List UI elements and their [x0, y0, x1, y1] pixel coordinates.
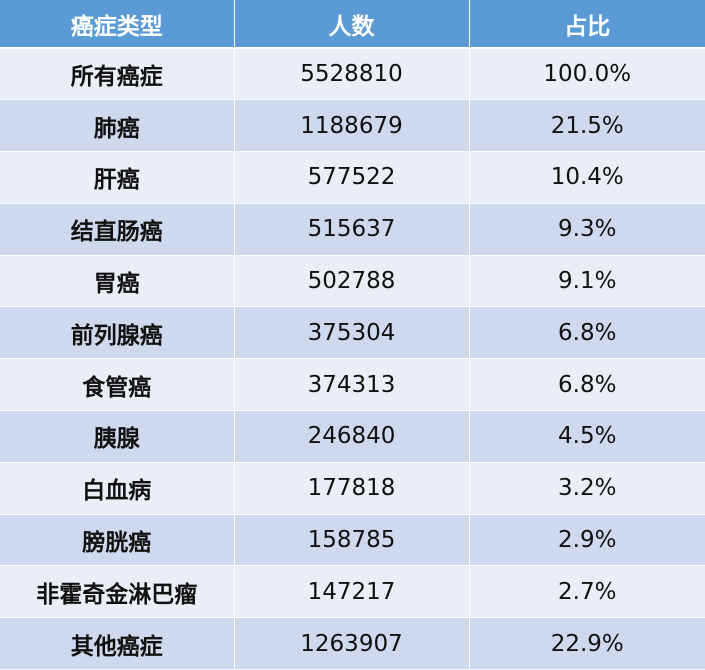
cell-count: 375304	[234, 306, 470, 360]
table-row: 肺癌 1188679 21.5%	[0, 99, 705, 153]
table-header-row: 癌症类型 人数 占比	[0, 0, 705, 49]
cell-cancer-type: 肝癌	[0, 151, 235, 204]
cell-count: 1263907	[234, 617, 470, 670]
cell-share: 10.4%	[469, 151, 705, 204]
cell-cancer-type: 胃癌	[0, 255, 235, 308]
cell-count: 1188679	[234, 99, 470, 153]
table-row: 所有癌症 5528810 100.0%	[0, 48, 705, 101]
table-row: 胃癌 502788 9.1%	[0, 255, 705, 308]
cell-count: 177818	[234, 462, 470, 515]
cell-cancer-type: 白血病	[0, 462, 235, 515]
cell-cancer-type: 膀胱癌	[0, 514, 235, 567]
cell-count: 246840	[234, 410, 470, 463]
header-share: 占比	[469, 0, 705, 49]
header-cancer-type: 癌症类型	[0, 0, 235, 49]
cell-cancer-type: 前列腺癌	[0, 306, 235, 360]
cell-count: 502788	[234, 255, 470, 308]
table-row: 非霍奇金淋巴瘤 147217 2.7%	[0, 565, 705, 619]
table-row: 胰腺 246840 4.5%	[0, 410, 705, 463]
cell-cancer-type: 食管癌	[0, 358, 235, 412]
cell-share: 6.8%	[469, 358, 705, 412]
cell-cancer-type: 非霍奇金淋巴瘤	[0, 565, 235, 619]
cell-share: 3.2%	[469, 462, 705, 515]
cell-share: 9.1%	[469, 255, 705, 308]
cell-count: 515637	[234, 203, 470, 256]
cell-cancer-type: 其他癌症	[0, 617, 235, 670]
table-row: 结直肠癌 515637 9.3%	[0, 203, 705, 256]
cell-count: 147217	[234, 565, 470, 619]
cell-count: 5528810	[234, 48, 470, 101]
header-count: 人数	[234, 0, 470, 49]
cell-count: 158785	[234, 514, 470, 567]
cell-count: 577522	[234, 151, 470, 204]
table-row: 白血病 177818 3.2%	[0, 462, 705, 515]
table-row: 肝癌 577522 10.4%	[0, 151, 705, 204]
cell-share: 9.3%	[469, 203, 705, 256]
cell-cancer-type: 结直肠癌	[0, 203, 235, 256]
cell-cancer-type: 肺癌	[0, 99, 235, 153]
cell-share: 4.5%	[469, 410, 705, 463]
cell-share: 21.5%	[469, 99, 705, 153]
cell-share: 22.9%	[469, 617, 705, 670]
cell-cancer-type: 所有癌症	[0, 48, 235, 101]
cell-share: 100.0%	[469, 48, 705, 101]
cell-count: 374313	[234, 358, 470, 412]
cell-cancer-type: 胰腺	[0, 410, 235, 463]
cell-share: 2.7%	[469, 565, 705, 619]
table-row: 食管癌 374313 6.8%	[0, 358, 705, 412]
table-row: 其他癌症 1263907 22.9%	[0, 617, 705, 670]
cell-share: 6.8%	[469, 306, 705, 360]
cell-share: 2.9%	[469, 514, 705, 567]
table-row: 前列腺癌 375304 6.8%	[0, 306, 705, 360]
table-row: 膀胱癌 158785 2.9%	[0, 514, 705, 567]
